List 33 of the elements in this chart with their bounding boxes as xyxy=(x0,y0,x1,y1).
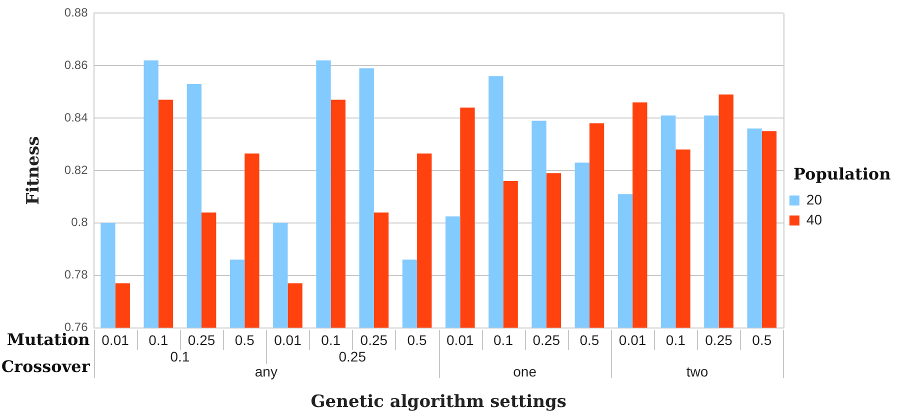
y-tick-label: 0.78 xyxy=(64,268,88,282)
y-tick-label: 0.8 xyxy=(71,215,88,230)
x-tick-label: 0.25 xyxy=(705,332,733,348)
x-tick-label: 0.1 xyxy=(321,332,341,348)
x-axis-title: Genetic algorithm settings xyxy=(310,392,566,412)
x-tick-label: 0.5 xyxy=(752,332,772,348)
x-tick-label: 0.1 xyxy=(148,332,168,348)
text: two xyxy=(686,364,708,380)
x-tick-label: 0.01 xyxy=(102,332,130,348)
x-tick-label: 0.25 xyxy=(532,332,560,348)
y-tick-label: 0.82 xyxy=(64,162,88,177)
text: 0.1 xyxy=(170,348,190,365)
x-tick-label: 0.5 xyxy=(234,332,255,348)
legend-label: 20 xyxy=(806,191,822,208)
text: one xyxy=(513,364,537,380)
legend-title: Population xyxy=(793,164,892,184)
y-tick-label: 0.88 xyxy=(64,6,88,20)
x-tick-label: 0.25 xyxy=(360,332,388,348)
x-tick-label: 0.01 xyxy=(274,332,302,348)
x-tick-label: 0.5 xyxy=(580,332,600,348)
x-tick-label: 0.1 xyxy=(494,332,514,348)
text: 0.25 xyxy=(338,348,366,365)
y-tick-label: 0.86 xyxy=(64,58,88,72)
text: Crossover xyxy=(1,356,90,376)
y-axis-title: Fitness xyxy=(24,136,44,205)
x-tick-label: 0.1 xyxy=(666,332,686,348)
x-tick-label: 0.01 xyxy=(446,332,474,348)
text: any xyxy=(254,364,278,380)
x-tick-label: 0.01 xyxy=(618,332,646,348)
x-tick-label: 0.25 xyxy=(188,332,216,348)
y-tick-label: 0.84 xyxy=(64,110,88,124)
legend-label: 40 xyxy=(806,211,822,228)
x-tick-label: 0.5 xyxy=(407,332,427,348)
